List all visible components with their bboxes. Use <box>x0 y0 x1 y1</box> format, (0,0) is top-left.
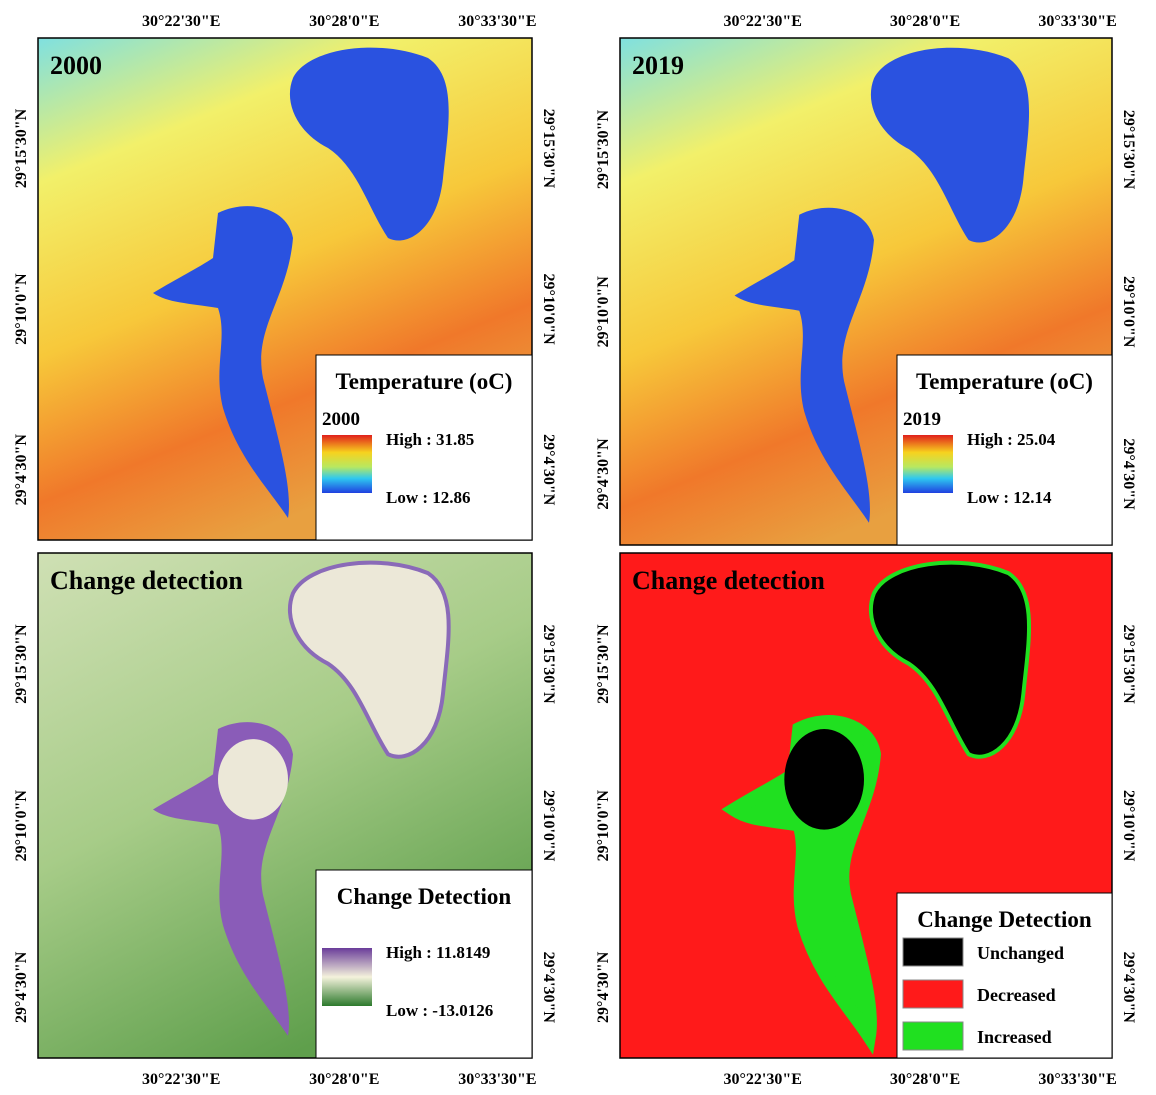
color-ramp <box>903 435 953 493</box>
legend-high: High : 11.8149 <box>386 943 490 962</box>
map-panel: 2000 30°22'30"E 30°28'0"E 30°33'30"E 29°15'3… <box>13 13 557 540</box>
lon-label: 30°33'30"E <box>458 13 536 30</box>
legend-title: Change Detection <box>337 884 512 909</box>
lon-label: 30°22'30"E <box>723 1071 801 1088</box>
lat-label: 29°4'30"N <box>540 952 557 1024</box>
lat-label: 29°15'30"N <box>13 108 30 188</box>
lat-label: 29°15'30"N <box>13 624 30 704</box>
class-swatch <box>903 1022 963 1050</box>
legend-subtitle: 2000 <box>322 409 360 430</box>
map-panel: 2019 30°22'30"E 30°28'0"E 30°33'30"E 29°15'3… <box>595 13 1137 545</box>
legend-high: High : 25.04 <box>967 430 1056 449</box>
legend-title: Temperature (oC) <box>916 369 1093 394</box>
legend-low: Low : 12.86 <box>386 488 471 507</box>
lon-label: 30°28'0"E <box>890 13 960 30</box>
lat-label: 29°15'30"N <box>540 109 557 189</box>
lon-label: 30°22'30"E <box>723 13 801 30</box>
lat-label: 29°4'30"N <box>540 434 557 506</box>
panel-label: 2019 <box>632 51 684 80</box>
map-panel: Change detection 30°22'30"E 30°28'0"E 30°33… <box>13 553 557 1088</box>
lon-label: 30°22'30"E <box>142 1071 220 1088</box>
lat-label: 29°15'30"N <box>1120 624 1137 704</box>
lat-label: 29°4'30"N <box>13 434 30 506</box>
lon-label: 30°33'30"E <box>1038 1071 1116 1088</box>
lon-label: 30°28'0"E <box>309 13 379 30</box>
lat-label: 29°10'0"N <box>1120 790 1137 862</box>
figure: 2000 30°22'30"E 30°28'0"E 30°33'30"E 29°15'3… <box>0 0 1156 1090</box>
color-ramp <box>322 948 372 1006</box>
lon-label: 30°22'30"E <box>142 13 220 30</box>
lake-core <box>784 729 864 830</box>
panel-label: Change detection <box>50 566 243 595</box>
class-swatch <box>903 980 963 1008</box>
lat-label: 29°4'30"N <box>595 951 612 1023</box>
lat-label: 29°4'30"N <box>1120 952 1137 1024</box>
lat-label: 29°4'30"N <box>13 951 30 1023</box>
legend-subtitle: 2019 <box>903 409 941 430</box>
lat-label: 29°10'0"N <box>540 790 557 862</box>
lat-label: 29°10'0"N <box>13 273 30 345</box>
map-panel: Change detection 30°22'30"E 30°28'0"E 30°33… <box>595 553 1137 1088</box>
lat-label: 29°15'30"N <box>1120 110 1137 190</box>
legend-low: Low : -13.0126 <box>386 1001 493 1020</box>
lat-label: 29°10'0"N <box>595 790 612 862</box>
legend-title: Temperature (oC) <box>336 369 513 394</box>
class-label: Increased <box>977 1027 1052 1047</box>
lat-label: 29°10'0"N <box>540 273 557 345</box>
legend-title: Change Detection <box>917 907 1092 932</box>
lake-core <box>218 739 288 819</box>
lon-label: 30°33'30"E <box>1038 13 1116 30</box>
lat-label: 29°10'0"N <box>595 276 612 348</box>
lat-label: 29°4'30"N <box>595 438 612 510</box>
lat-label: 29°4'30"N <box>1120 438 1137 510</box>
panel-label: Change detection <box>632 566 825 595</box>
color-ramp <box>322 435 372 493</box>
panel-label: 2000 <box>50 51 102 80</box>
lat-label: 29°15'30"N <box>595 624 612 704</box>
legend-high: High : 31.85 <box>386 430 474 449</box>
lat-label: 29°15'30"N <box>595 109 612 189</box>
lat-label: 29°10'0"N <box>13 790 30 862</box>
class-label: Unchanged <box>977 943 1064 963</box>
class-label: Decreased <box>977 985 1056 1005</box>
lat-label: 29°15'30"N <box>540 624 557 704</box>
lat-label: 29°10'0"N <box>1120 276 1137 348</box>
lon-label: 30°28'0"E <box>890 1071 960 1088</box>
class-swatch <box>903 938 963 966</box>
legend-low: Low : 12.14 <box>967 488 1052 507</box>
lon-label: 30°33'30"E <box>458 1071 536 1088</box>
lon-label: 30°28'0"E <box>309 1071 379 1088</box>
